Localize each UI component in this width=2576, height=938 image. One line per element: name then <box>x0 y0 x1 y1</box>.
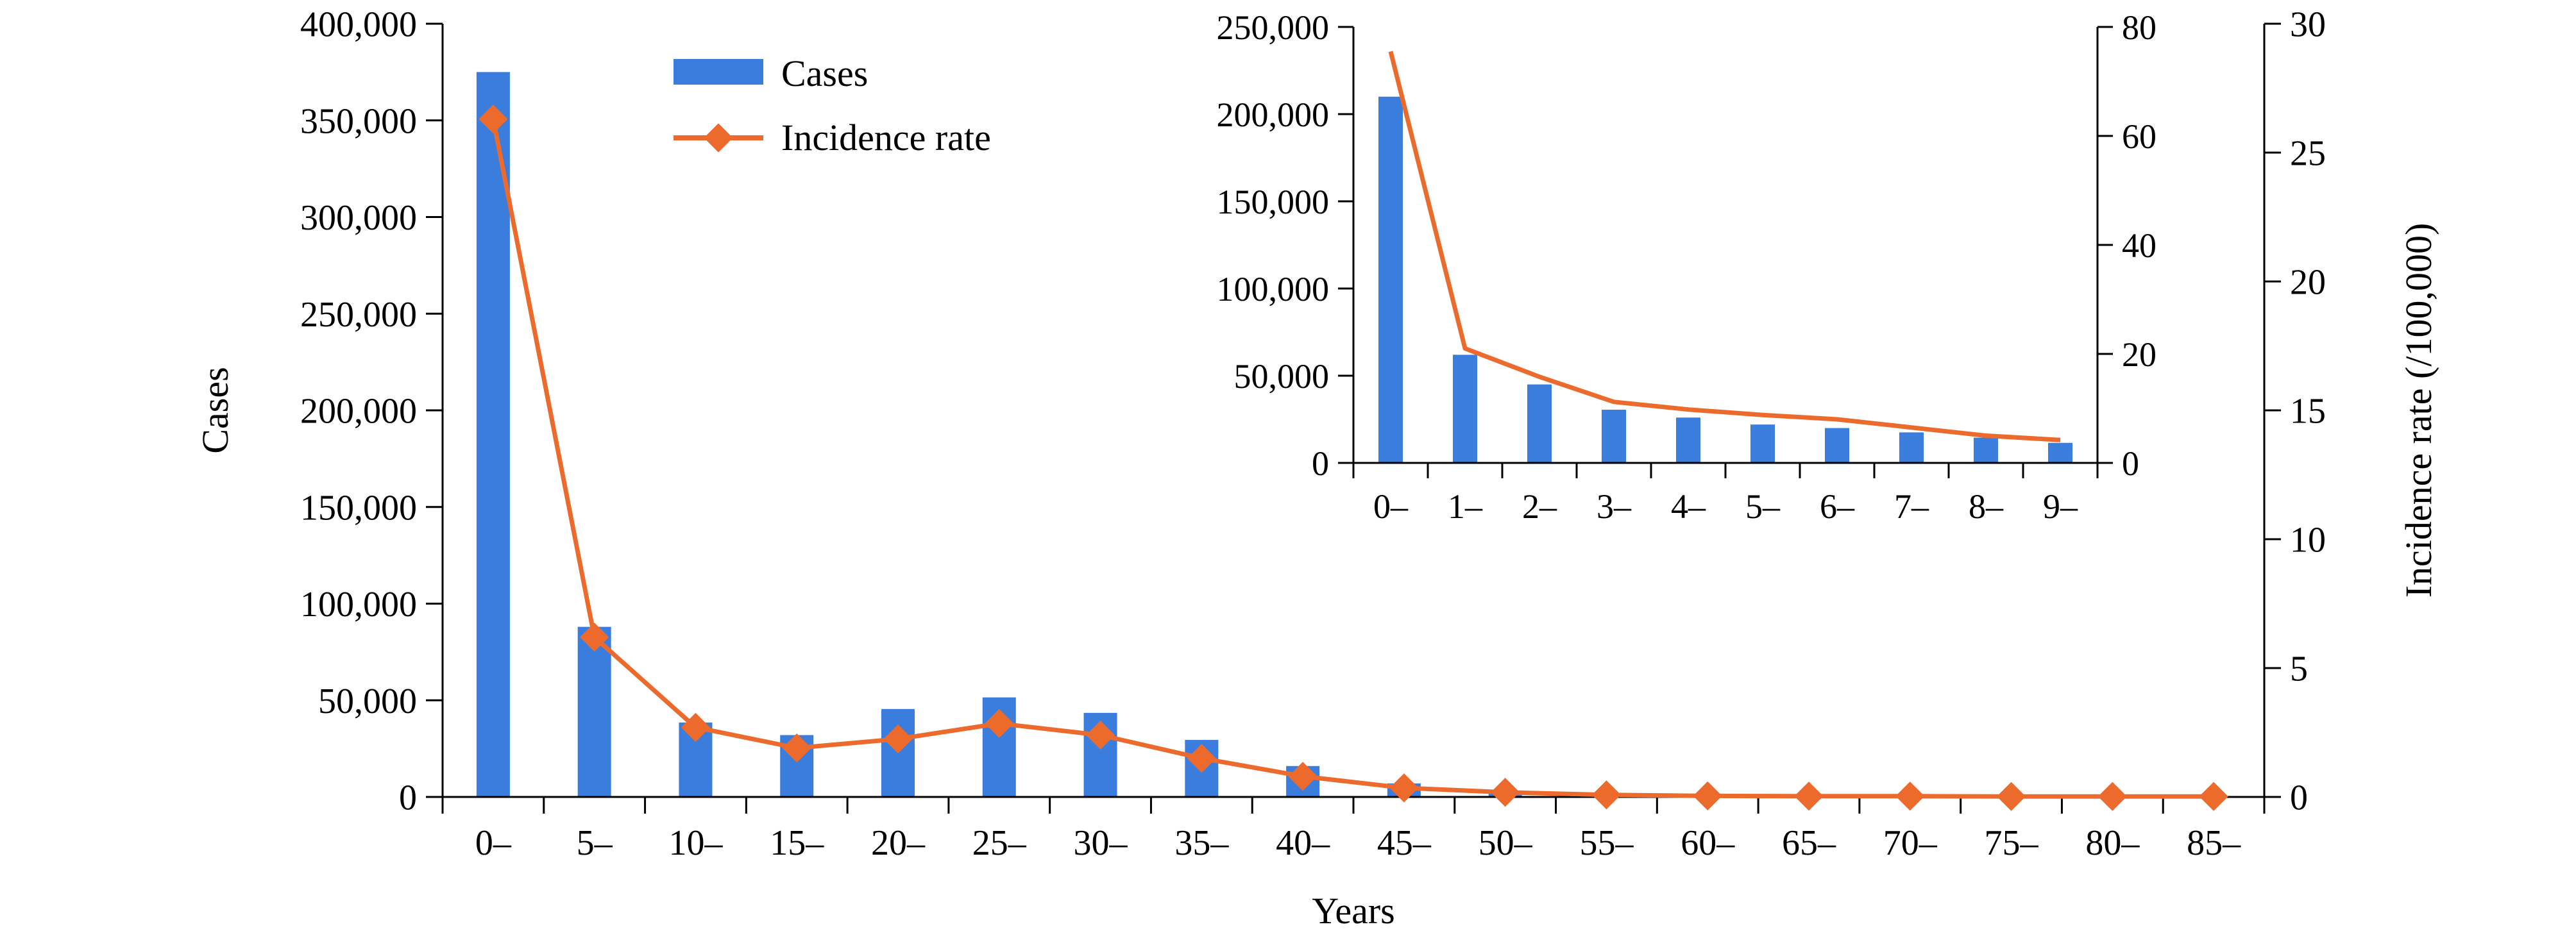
bar-7 <box>1899 432 1924 463</box>
x-tick-label: 2– <box>1522 487 1557 526</box>
y2-tick-label: 30 <box>2290 5 2326 45</box>
x-tick-label: 50– <box>1479 823 1533 863</box>
y2-tick-label: 20 <box>2290 263 2326 303</box>
x-tick-label: 30– <box>1074 823 1128 863</box>
x-tick-label: 75– <box>1985 823 2039 863</box>
incidence-marker-14 <box>1895 782 1925 811</box>
y2-tick-label: 5 <box>2290 649 2308 689</box>
incidence-marker-13 <box>1794 782 1824 811</box>
y2-tick-label: 40 <box>2122 226 2157 265</box>
y-tick-label: 50,000 <box>318 682 417 721</box>
y-tick-label: 200,000 <box>1217 96 1330 134</box>
x-tick-label: 10– <box>668 823 723 863</box>
x-tick-label: 1– <box>1448 487 1483 526</box>
x-tick-label: 7– <box>1894 487 1929 526</box>
legend-label-cases: Cases <box>781 53 868 94</box>
bar-0 <box>476 72 510 797</box>
incidence-marker-3 <box>782 733 811 763</box>
y2-tick-label: 25 <box>2290 134 2326 174</box>
x-tick-label: 6– <box>1820 487 1855 526</box>
legend-marker-incidence <box>704 123 733 153</box>
y-tick-label: 200,000 <box>300 392 417 431</box>
y2-tick-label: 60 <box>2122 117 2157 156</box>
incidence-marker-9 <box>1389 773 1419 803</box>
x-tick-label: 40– <box>1276 823 1330 863</box>
y-tick-label: 300,000 <box>300 198 417 238</box>
x-tick-label: 15– <box>770 823 824 863</box>
x-tick-label: 3– <box>1597 487 1632 526</box>
x-tick-label: 70– <box>1883 823 1938 863</box>
bar-0 <box>1378 96 1403 464</box>
bar-1 <box>1453 355 1477 463</box>
incidence-marker-12 <box>1693 781 1722 811</box>
x-tick-label: 4– <box>1671 487 1706 526</box>
y2-tick-label: 20 <box>2122 335 2157 374</box>
bar-8 <box>1974 437 1998 463</box>
main-chart: 0 50,000 100,000 150,000 200,000 250,000 300,0… <box>300 5 2326 863</box>
incidence-marker-4 <box>883 724 913 754</box>
x-tick-label: 5– <box>1745 487 1781 526</box>
incidence-marker-10 <box>1491 778 1520 807</box>
x-tick-label: 85– <box>2187 823 2241 863</box>
legend-label-incidence: Incidence rate <box>781 117 991 158</box>
y-tick-label: 100,000 <box>300 585 417 624</box>
incidence-marker-11 <box>1591 780 1622 810</box>
incidence-marker-0 <box>479 105 508 134</box>
x-tick-label: 0– <box>475 823 512 863</box>
x-axis-title: Years <box>1312 890 1394 932</box>
legend-swatch-cases <box>674 59 763 85</box>
y-axis-title: Cases <box>194 367 236 453</box>
y-tick-label: 0 <box>1312 444 1329 483</box>
inset-chart: 0 50,000 100,000 150,000 200,000 250,000 0 20 40… <box>1217 8 2157 526</box>
x-tick-label: 45– <box>1377 823 1432 863</box>
x-tick-label: 55– <box>1579 823 1634 863</box>
x-tick-label: 35– <box>1174 823 1229 863</box>
incidence-rate-line <box>1388 51 2061 442</box>
bar-5 <box>1750 424 1775 463</box>
x-tick-label: 60– <box>1681 823 1735 863</box>
x-tick-label: 80– <box>2085 823 2140 863</box>
incidence-marker-1 <box>580 623 609 652</box>
y-tick-label: 50,000 <box>1234 357 1330 396</box>
y-tick-label: 350,000 <box>300 101 417 141</box>
y-tick-label: 150,000 <box>300 488 417 528</box>
legend: Cases Incidence rate <box>674 53 991 158</box>
y-tick-label: 400,000 <box>300 5 417 45</box>
x-tick-label: 5– <box>577 823 613 863</box>
y-tick-label: 150,000 <box>1217 183 1330 221</box>
x-tick-label: 9– <box>2043 487 2078 526</box>
y-tick-label: 250,000 <box>300 295 417 335</box>
incidence-marker-5 <box>985 708 1014 739</box>
incidence-marker-6 <box>1085 720 1115 750</box>
y-tick-label: 100,000 <box>1217 270 1330 308</box>
incidence-marker-2 <box>681 712 711 742</box>
bar-6 <box>1825 428 1849 463</box>
incidence-rate-line <box>491 119 2214 799</box>
bar-9 <box>2048 442 2072 463</box>
x-tick-label: 8– <box>1969 487 2004 526</box>
y-tick-label: 0 <box>399 778 417 818</box>
bar-4 <box>1676 417 1700 463</box>
bar-2 <box>1527 384 1552 463</box>
x-tick-label: 25– <box>972 823 1027 863</box>
y2-tick-label: 80 <box>2122 8 2157 47</box>
bar-3 <box>1602 410 1626 463</box>
incidence-marker-17 <box>2199 782 2228 811</box>
x-tick-label: 20– <box>871 823 926 863</box>
incidence-marker-15 <box>1996 782 2026 811</box>
x-tick-label: 0– <box>1373 487 1409 526</box>
x-tick-label: 65– <box>1782 823 1836 863</box>
y-tick-label: 250,000 <box>1217 8 1330 47</box>
y2-tick-label: 15 <box>2290 392 2326 431</box>
incidence-marker-16 <box>2097 782 2127 811</box>
y2-tick-label: 0 <box>2122 444 2139 483</box>
incidence-marker-8 <box>1288 762 1318 791</box>
y2-axis-title: Incidence rate (/100,000) <box>2398 223 2439 598</box>
y2-tick-label: 0 <box>2290 778 2308 818</box>
y2-tick-label: 10 <box>2290 521 2326 560</box>
bar-1 <box>577 626 611 797</box>
incidence-marker-7 <box>1187 744 1216 773</box>
